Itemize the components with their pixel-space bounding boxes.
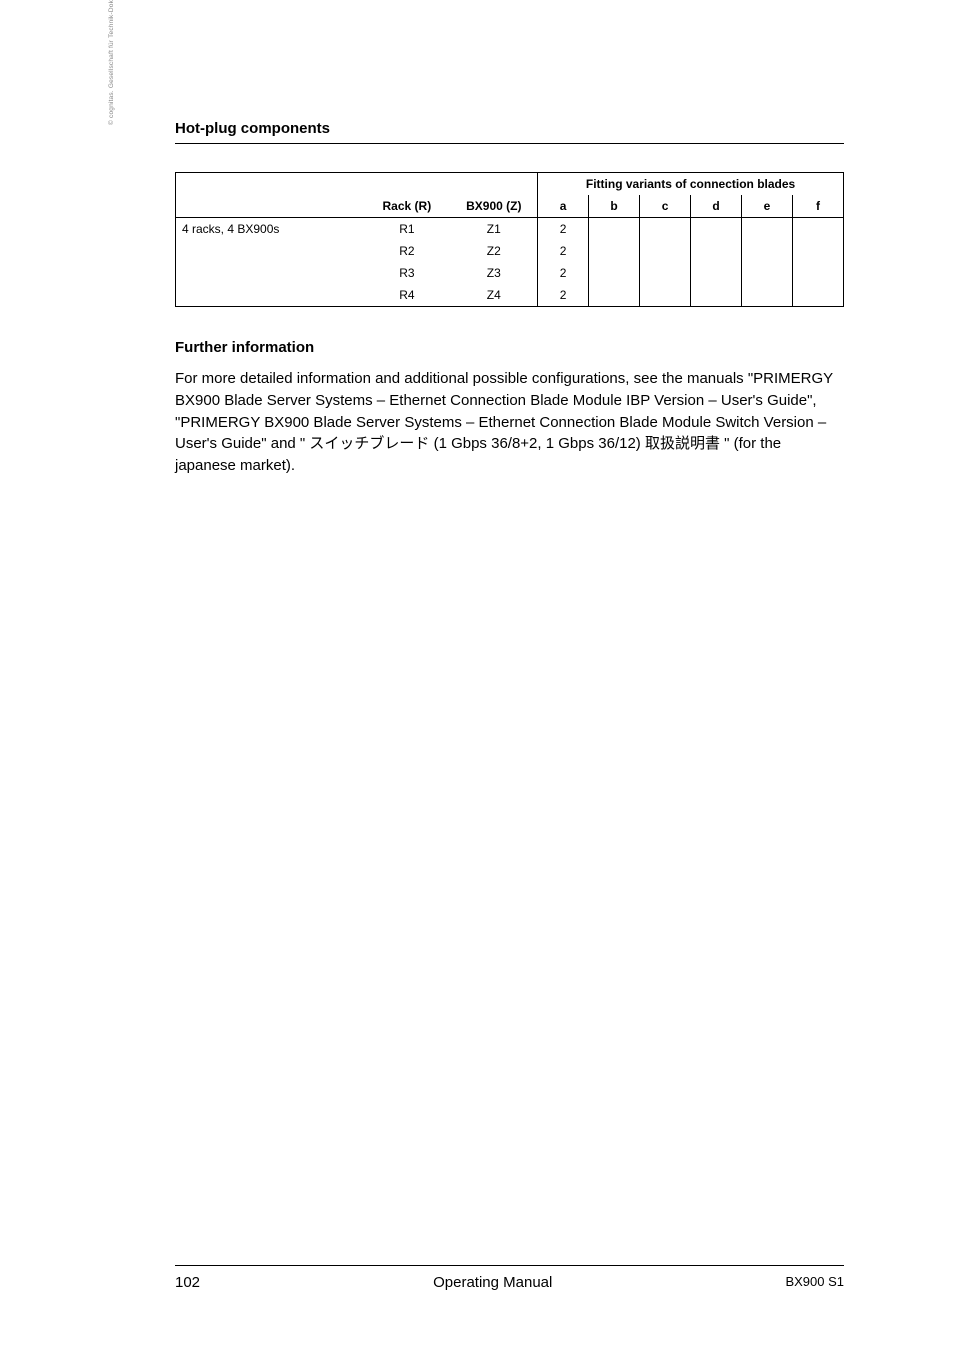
table-cell-val	[792, 262, 843, 284]
table-cell-blank	[176, 173, 364, 196]
table-cell-val: 2	[538, 262, 589, 284]
table-col-variant: d	[691, 195, 742, 218]
table-cell-val	[691, 240, 742, 262]
table-cell-val	[792, 240, 843, 262]
table-cell-val	[640, 262, 691, 284]
table-col-rack: Rack (R)	[363, 195, 450, 218]
table-group-header: Fitting variants of connection blades	[538, 173, 844, 196]
table-cell-val	[589, 218, 640, 241]
table-cell-label	[176, 284, 364, 307]
table-cell-bx: Z2	[450, 240, 537, 262]
table-cell-bx: Z3	[450, 262, 537, 284]
table-cell-val	[589, 240, 640, 262]
table-row: 4 racks, 4 BX900s R1 Z1 2	[176, 218, 844, 241]
footer-center: Operating Manual	[433, 1274, 552, 1291]
table-row: R4 Z4 2	[176, 284, 844, 307]
table-cell-val: 2	[538, 284, 589, 307]
table-cell-val	[589, 284, 640, 307]
table-cell-rack: R1	[363, 218, 450, 241]
table-cell-val	[640, 218, 691, 241]
table-cell-val	[742, 218, 793, 241]
table-cell-val: 2	[538, 240, 589, 262]
table-cell-val: 2	[538, 218, 589, 241]
table-cell-val	[742, 284, 793, 307]
table-cell-blank	[176, 195, 364, 218]
table-cell-rack: R2	[363, 240, 450, 262]
footer-page-number: 102	[175, 1274, 200, 1291]
table-cell-val	[640, 284, 691, 307]
table-cell-bx: Z4	[450, 284, 537, 307]
table-cell-val	[640, 240, 691, 262]
table-cell-val	[691, 218, 742, 241]
section-subheading: Further information	[175, 339, 844, 356]
table-col-variant: f	[792, 195, 843, 218]
table-row: R2 Z2 2	[176, 240, 844, 262]
vertical-side-text: © cognitas. Gesellschaft für Technik-Dok…	[108, 0, 115, 125]
table-col-variant: e	[742, 195, 793, 218]
table-cell-blank	[363, 173, 450, 196]
table-cell-blank	[450, 173, 537, 196]
table-col-variant: a	[538, 195, 589, 218]
table-cell-val	[691, 284, 742, 307]
table-cell-label: 4 racks, 4 BX900s	[176, 218, 364, 241]
table-cell-label	[176, 262, 364, 284]
connection-blades-table: Fitting variants of connection blades Ra…	[175, 172, 844, 307]
table-cell-bx: Z1	[450, 218, 537, 241]
table-cell-val	[589, 262, 640, 284]
table-cell-rack: R3	[363, 262, 450, 284]
table-row: R3 Z3 2	[176, 262, 844, 284]
body-paragraph: For more detailed information and additi…	[175, 368, 844, 477]
table-cell-val	[742, 262, 793, 284]
page-header: Hot-plug components	[175, 120, 844, 144]
table-col-variant: c	[640, 195, 691, 218]
footer-product: BX900 S1	[785, 1274, 844, 1291]
table-cell-val	[742, 240, 793, 262]
table-cell-val	[792, 218, 843, 241]
table-cell-val	[792, 284, 843, 307]
table-col-bx: BX900 (Z)	[450, 195, 537, 218]
table-cell-rack: R4	[363, 284, 450, 307]
table-col-variant: b	[589, 195, 640, 218]
table-cell-label	[176, 240, 364, 262]
table-cell-val	[691, 262, 742, 284]
page-footer: 102 Operating Manual BX900 S1	[175, 1265, 844, 1291]
